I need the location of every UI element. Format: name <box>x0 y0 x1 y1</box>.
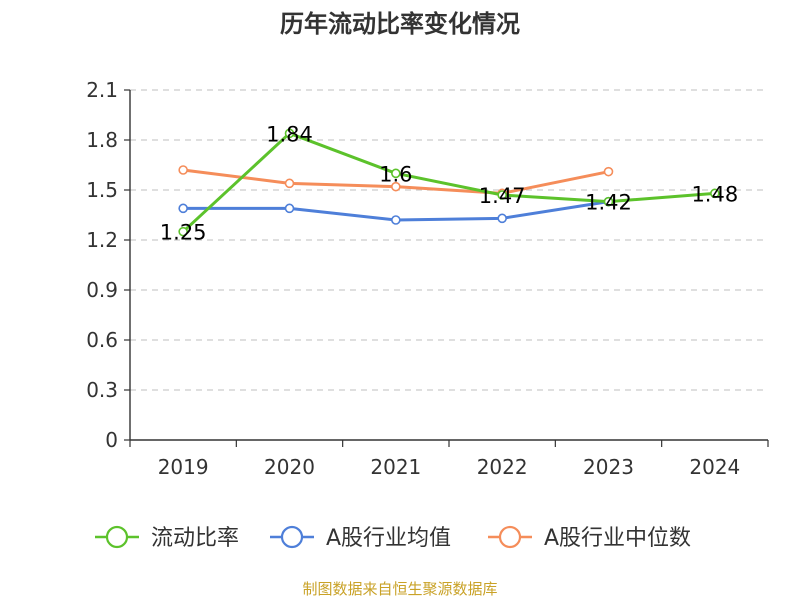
legend-item-1[interactable]: A股行业均值 <box>270 525 451 551</box>
data-label: 1.84 <box>266 122 313 146</box>
y-tick-label: 1.8 <box>86 128 118 152</box>
x-tick-label: 2020 <box>264 455 315 479</box>
legend-marker-icon <box>105 525 129 549</box>
data-labels: 1.25 1.84 1.6 1.47 1.42 1.48 <box>160 122 738 244</box>
series-point-1[interactable] <box>178 203 188 214</box>
y-tick-label: 0.9 <box>86 278 118 302</box>
series-point-2[interactable] <box>391 181 401 192</box>
y-tick-label: 0.6 <box>86 328 118 352</box>
y-tick-label: 1.5 <box>86 178 118 202</box>
series-point-0[interactable] <box>603 196 614 207</box>
series-point-2[interactable] <box>284 178 295 189</box>
series-point-1[interactable] <box>497 213 507 224</box>
series <box>178 128 720 237</box>
series-point-2[interactable] <box>603 166 614 177</box>
series-line-0 <box>181 131 717 234</box>
series-point-0[interactable] <box>178 226 188 237</box>
series-point-0[interactable] <box>284 128 295 139</box>
data-label: 1.42 <box>585 191 632 215</box>
source-note: 制图数据来自恒生聚源数据库 <box>302 580 497 598</box>
legend[interactable]: 流动比率 A股行业均值 A股行业中位数 <box>95 525 691 551</box>
legend-marker-icon <box>280 525 304 549</box>
x-tick-label: 2023 <box>583 455 634 479</box>
axes: 0 0.3 0.6 0.9 1.2 1.5 1.8 2.1 2019 2020 2021 2022 20… <box>86 78 769 479</box>
legend-item-0[interactable]: 流动比率 <box>95 525 239 551</box>
data-label: 1.48 <box>691 182 738 206</box>
x-tick-label: 2024 <box>689 455 740 479</box>
series-point-1[interactable] <box>284 203 295 214</box>
x-tick-label: 2022 <box>477 455 528 479</box>
legend-label: 流动比率 <box>151 526 239 551</box>
grid-lines <box>130 89 768 391</box>
legend-item-2[interactable]: A股行业中位数 <box>488 525 691 551</box>
series-point-0[interactable] <box>710 188 720 199</box>
data-label: 1.6 <box>379 162 412 186</box>
x-tick-label: 2019 <box>158 455 209 479</box>
series-point-0[interactable] <box>497 190 507 200</box>
x-tick-label: 2021 <box>370 455 421 479</box>
y-tick-label: 1.2 <box>86 228 118 252</box>
chart-title: 历年流动比率变化情况 <box>280 10 520 38</box>
y-tick-label: 0 <box>105 428 118 452</box>
series-point-2[interactable] <box>178 165 188 175</box>
y-tick-label: 0.3 <box>86 378 118 402</box>
legend-marker-icon <box>498 525 522 549</box>
legend-label: A股行业均值 <box>326 526 451 551</box>
y-tick-label: 2.1 <box>86 78 118 102</box>
legend-label: A股行业中位数 <box>544 526 691 551</box>
series-point-0[interactable] <box>391 168 401 179</box>
data-label: 1.47 <box>479 184 526 208</box>
series-point-1[interactable] <box>391 215 401 225</box>
data-label: 1.25 <box>160 221 207 245</box>
